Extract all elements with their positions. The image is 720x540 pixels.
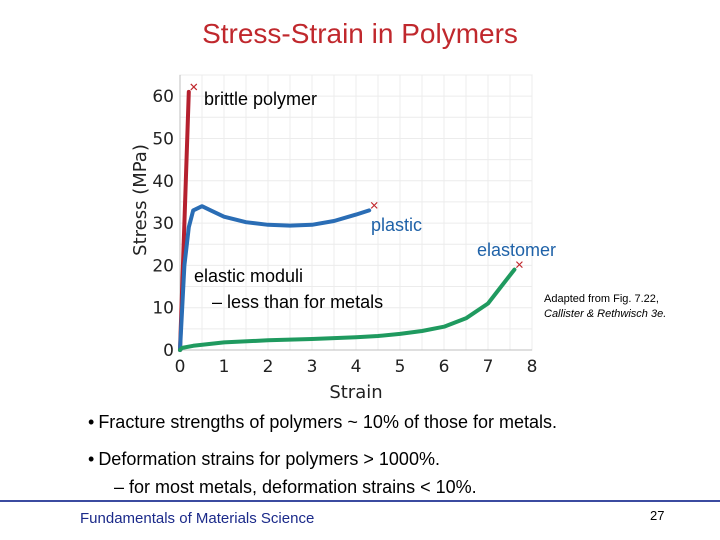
x-tick-label: 5 (395, 357, 406, 377)
bullet-dot: • (88, 449, 95, 469)
x-tick-label: 3 (307, 357, 318, 377)
elastomer-label: elastomer (477, 240, 557, 260)
bullet-item: • Fracture strengths of polymers ~ 10% of… (88, 412, 557, 433)
y-tick-label: 30 (152, 214, 174, 234)
y-tick-label: 10 (152, 299, 174, 319)
tick-labels: 0 1 2 3 4 5 6 7 8 0 10 20 30 40 50 60 (152, 87, 537, 377)
brittle-polymer-label: brittle polymer (204, 89, 318, 109)
figure-credit: Adapted from Fig. 7.22, Callister & Reth… (544, 292, 666, 322)
y-tick-label: 60 (152, 87, 174, 107)
slide-title: Stress-Strain in Polymers (202, 18, 518, 49)
y-axis-label: Stress (MPa) (130, 144, 151, 256)
footer-title: Fundamentals of Materials Science (80, 510, 315, 527)
stress-strain-chart: 0 1 2 3 4 5 6 7 8 0 10 20 30 40 50 60 Strain Stress (MP… (130, 74, 537, 403)
x-tick-label: 0 (175, 357, 186, 377)
elastic-moduli-label: elastic moduli (194, 266, 304, 286)
y-tick-label: 20 (152, 256, 174, 276)
plastic-curve (178, 204, 372, 352)
y-tick-label: 0 (163, 341, 174, 361)
credit-line-2: Callister & Rethwisch 3e. (544, 308, 667, 320)
bullet-text: Deformation strains for polymers > 1000%… (98, 449, 440, 469)
footer-divider (0, 500, 720, 502)
bullet-dot: • (88, 412, 95, 432)
bullet-item: • Deformation strains for polymers > 1000… (88, 449, 440, 470)
x-tick-label: 2 (263, 357, 274, 377)
elastomer-fracture-marker (515, 261, 523, 269)
plastic-fracture-marker (370, 201, 378, 209)
x-tick-label: 7 (483, 357, 494, 377)
plastic-label: plastic (371, 215, 423, 235)
x-tick-label: 1 (219, 357, 230, 377)
sub-bullet: – for most metals, deformation strains <… (114, 477, 477, 497)
elastic-moduli-note: – less than for metals (212, 292, 384, 312)
x-tick-label: 4 (351, 357, 362, 377)
credit-line-1: Adapted from Fig. 7.22, (544, 293, 659, 305)
x-tick-label: 6 (439, 357, 450, 377)
page-number: 27 (650, 508, 665, 523)
x-axis-label: Strain (329, 382, 382, 403)
elastomer-curve (178, 267, 517, 352)
brittle-polymer-fracture-marker (190, 83, 198, 91)
y-tick-label: 50 (152, 129, 174, 149)
x-tick-label: 8 (527, 357, 538, 377)
y-tick-label: 40 (152, 172, 174, 192)
bullet-text: Fracture strengths of polymers ~ 10% of … (98, 412, 558, 432)
series-lines (178, 83, 523, 352)
